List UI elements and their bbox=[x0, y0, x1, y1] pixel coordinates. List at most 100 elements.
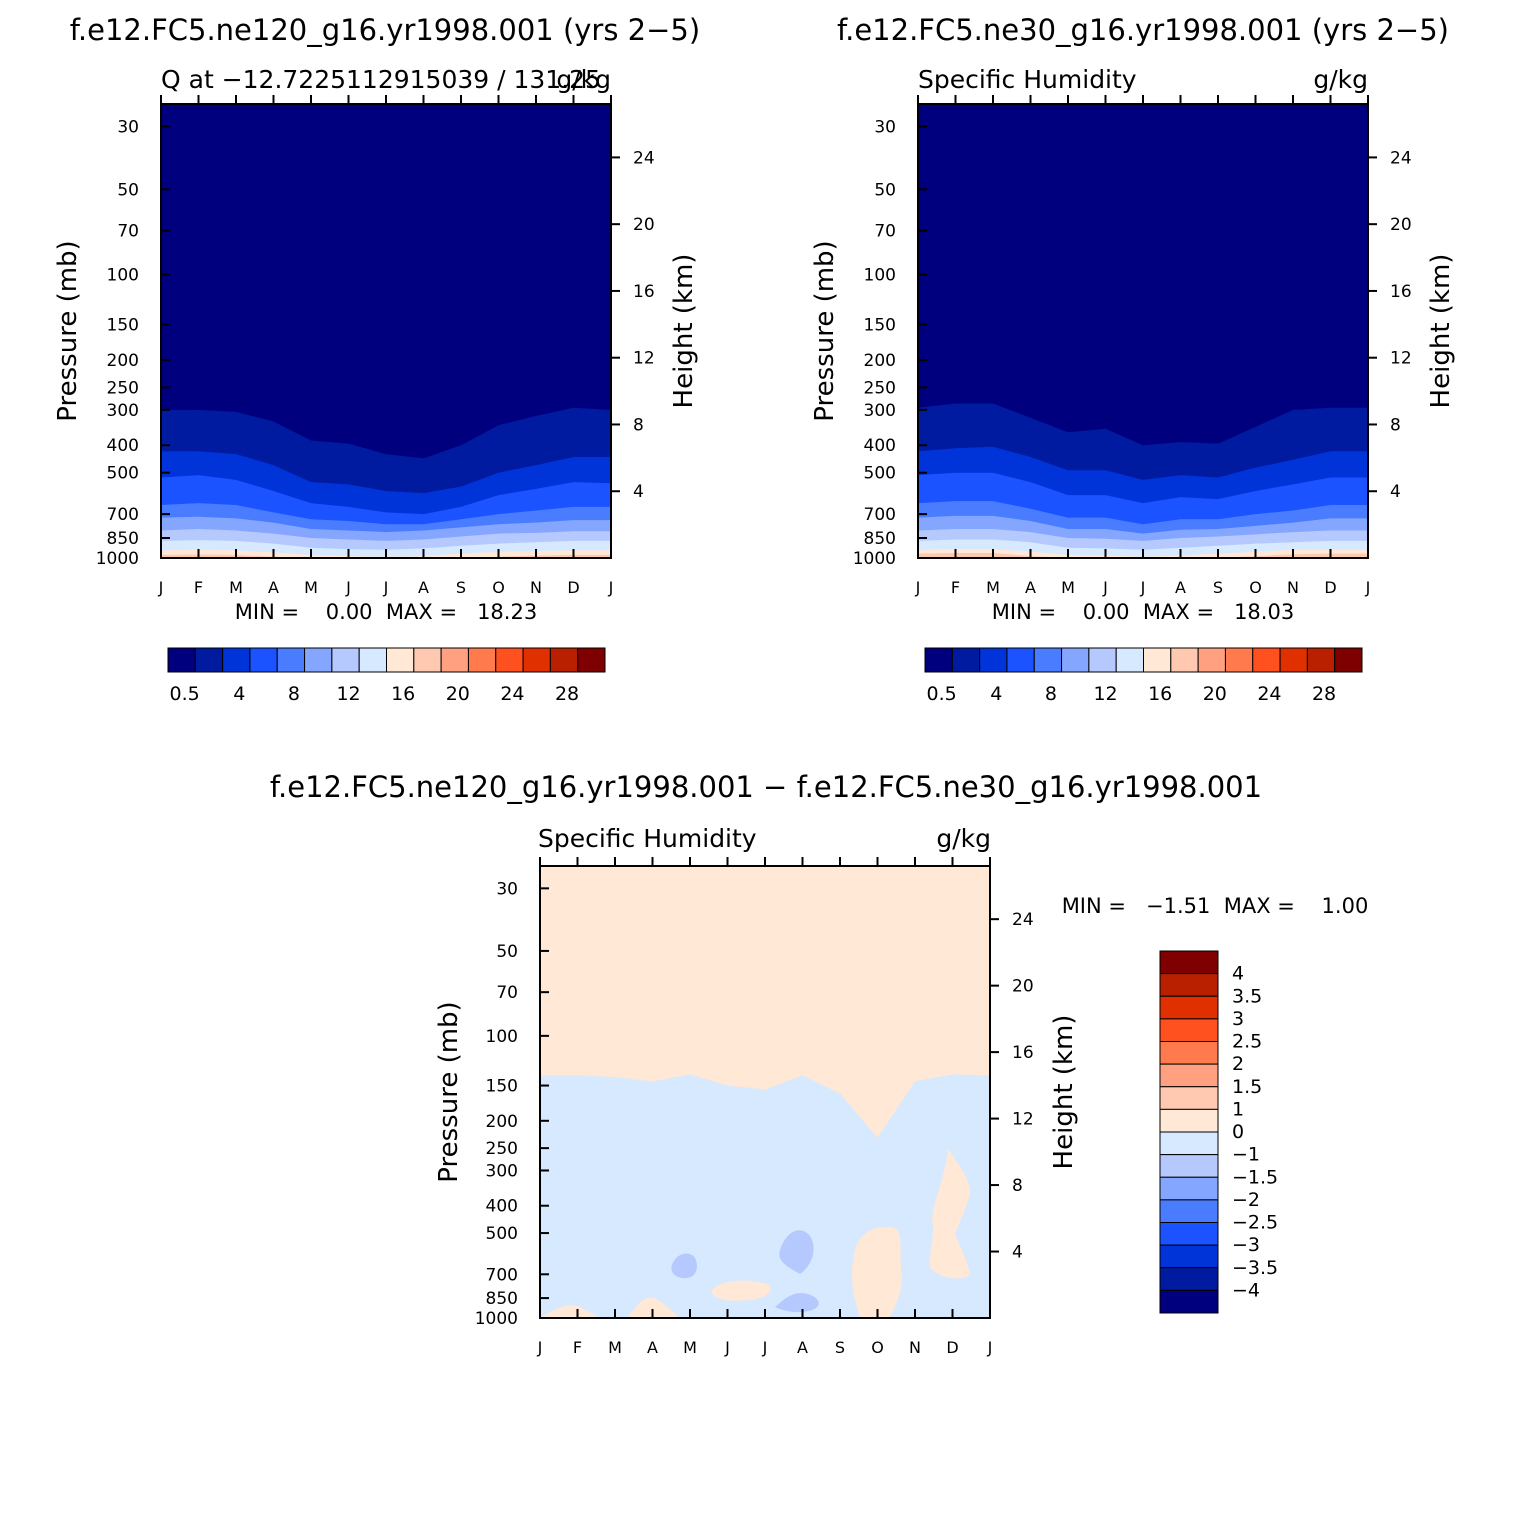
diff-colorbar-swatch bbox=[1159, 1267, 1219, 1291]
diff-x-tick-label: A bbox=[797, 1338, 808, 1357]
left-y2-tick-label: 8 bbox=[633, 415, 644, 435]
left-colorbar-swatch bbox=[331, 647, 360, 673]
diff-y-tick-label: 250 bbox=[486, 1139, 518, 1159]
left-colorbar-swatch bbox=[194, 647, 224, 673]
diff-y2-tick-label: 24 bbox=[1012, 910, 1034, 930]
right-panel-subtitle-right: g/kg bbox=[1313, 65, 1368, 94]
diff-blob-positive-jun bbox=[711, 1280, 771, 1301]
right-y-tick-label: 30 bbox=[874, 117, 896, 137]
right-y-tick-label: 100 bbox=[864, 266, 896, 286]
right-stats: MIN = 0.00 MAX = 18.03 bbox=[992, 600, 1294, 624]
diff-colorbar-swatch bbox=[1159, 1108, 1219, 1133]
diff-colorbar-label: −2.5 bbox=[1232, 1212, 1278, 1234]
diff-colorbar-label: −2 bbox=[1232, 1189, 1260, 1211]
diff-y-tick-label: 150 bbox=[486, 1077, 518, 1097]
diff-colorbar-label: 2 bbox=[1232, 1053, 1244, 1075]
right-x-tick-label: D bbox=[1324, 578, 1336, 597]
left-x-tick-label: J bbox=[345, 578, 351, 597]
right-y-tick-label: 500 bbox=[864, 464, 896, 484]
diff-y2-tick-label: 4 bbox=[1012, 1243, 1023, 1263]
diff-colorbar-swatch bbox=[1159, 1176, 1219, 1201]
left-colorbar-swatch bbox=[495, 647, 524, 673]
diff-panel-subtitle-right: g/kg bbox=[936, 824, 991, 853]
left-y-tick-label: 700 bbox=[107, 505, 139, 525]
right-colorbar-swatch bbox=[1224, 647, 1254, 673]
left-panel-subtitle-left: Q at −12.7225112915039 / 131.25 bbox=[161, 65, 601, 94]
right-x-tick-label: A bbox=[1025, 578, 1036, 597]
left-y-tick-label: 250 bbox=[107, 378, 139, 398]
diff-colorbar-label: 2.5 bbox=[1232, 1031, 1262, 1053]
left-x-tick-label: M bbox=[229, 578, 243, 597]
right-colorbar-swatch bbox=[1061, 647, 1090, 673]
left-colorbar-swatch bbox=[276, 647, 306, 673]
left-colorbar-swatch bbox=[222, 647, 251, 673]
diff-ylabel: Pressure (mb) bbox=[434, 1001, 464, 1182]
left-y-tick-label: 400 bbox=[107, 436, 139, 456]
right-y-tick-label: 250 bbox=[864, 378, 896, 398]
diff-colorbar-label: −3 bbox=[1232, 1234, 1260, 1256]
left-colorbar-swatch bbox=[440, 647, 469, 673]
right-x-tick-label: S bbox=[1213, 578, 1223, 597]
diff-panel-title: f.e12.FC5.ne120_g16.yr1998.001 − f.e12.F… bbox=[270, 770, 1262, 804]
left-colorbar-swatch bbox=[167, 647, 196, 673]
right-ylabel: Pressure (mb) bbox=[810, 240, 840, 421]
left-colorbar-swatch bbox=[577, 647, 606, 673]
diff-x-tick-label: S bbox=[835, 1338, 845, 1357]
left-x-tick-label: O bbox=[492, 578, 505, 597]
diff-blob-positive-surface-apr bbox=[628, 1297, 680, 1318]
right-y2-tick-label: 16 bbox=[1390, 282, 1412, 302]
left-ylabel: Pressure (mb) bbox=[53, 240, 83, 421]
left-stats: MIN = 0.00 MAX = 18.23 bbox=[235, 600, 537, 624]
diff-y2-tick-label: 8 bbox=[1012, 1176, 1023, 1196]
diff-colorbar-label: −4 bbox=[1232, 1279, 1260, 1301]
right-colorbar-swatch bbox=[1115, 647, 1144, 673]
diff-y-tick-label: 400 bbox=[486, 1197, 518, 1217]
right-colorbar: 0.5 4 8 12 16 20 24 28 bbox=[924, 647, 1363, 705]
left-plot: J F M A M J J A S O N D J 30 50 70 100 150 200 250 300 400 500… bbox=[96, 95, 655, 597]
diff-colorbar-label: −1 bbox=[1232, 1144, 1260, 1166]
left-panel-subtitle-right: g/kg bbox=[556, 65, 611, 94]
right-colorbar-label: 16 bbox=[1148, 683, 1172, 705]
left-y2-tick-label: 12 bbox=[633, 349, 655, 369]
diff-x-tick-label: F bbox=[573, 1338, 582, 1357]
right-colorbar-swatch bbox=[1088, 647, 1117, 673]
left-x-tick-label: A bbox=[268, 578, 279, 597]
right-y-tick-label: 850 bbox=[864, 529, 896, 549]
left-y-tick-label: 1000 bbox=[96, 549, 139, 569]
diff-colorbar-swatch bbox=[1159, 1018, 1219, 1042]
right-panel-title: f.e12.FC5.ne30_g16.yr1998.001 (yrs 2−5) bbox=[837, 13, 1449, 47]
left-x-tick-label: S bbox=[456, 578, 466, 597]
left-x-tick-label: J bbox=[383, 578, 389, 597]
diff-colorbar-label: 1.5 bbox=[1232, 1076, 1262, 1098]
left-colorbar-swatch bbox=[467, 647, 497, 673]
left-colorbar-swatch bbox=[522, 647, 551, 673]
right-plot: J F M A M J J A S O N D J 30 50 70 100 150 200 250 300 400 500… bbox=[853, 95, 1412, 597]
diff-y-tick-label: 500 bbox=[486, 1224, 518, 1244]
diff-colorbar-swatch bbox=[1159, 1222, 1219, 1246]
right-ylabel-right: Height (km) bbox=[1426, 254, 1456, 409]
right-x-tick-label: O bbox=[1249, 578, 1262, 597]
left-y-tick-label: 50 bbox=[117, 180, 139, 200]
diff-blob-negative-may bbox=[671, 1253, 697, 1279]
right-x-tick-label: J bbox=[1102, 578, 1108, 597]
left-y2-tick-label: 24 bbox=[633, 148, 655, 168]
diff-y-tick-label: 700 bbox=[486, 1265, 518, 1285]
diff-contour-fills bbox=[540, 866, 990, 1138]
right-x-tick-label: M bbox=[1061, 578, 1075, 597]
diff-x-tick-label: J bbox=[537, 1338, 543, 1357]
right-colorbar-label: 24 bbox=[1257, 683, 1281, 705]
diff-y-tick-label: 30 bbox=[496, 879, 518, 899]
right-colorbar-label: 4 bbox=[990, 683, 1002, 705]
right-y-tick-label: 70 bbox=[874, 222, 896, 242]
left-colorbar-label: 20 bbox=[446, 683, 470, 705]
diff-colorbar-label: −3.5 bbox=[1232, 1257, 1278, 1279]
diff-colorbar-swatch bbox=[1159, 950, 1219, 975]
diff-colorbar-label: 3 bbox=[1232, 1008, 1244, 1030]
right-colorbar-swatch bbox=[1143, 647, 1172, 673]
diff-colorbar-label: 1 bbox=[1232, 1098, 1244, 1120]
right-y2-tick-label: 24 bbox=[1390, 148, 1412, 168]
right-x-tick-label: N bbox=[1287, 578, 1299, 597]
right-contour-fills bbox=[918, 403, 1368, 558]
diff-y2-tick-label: 16 bbox=[1012, 1043, 1034, 1063]
left-x-tick-label: M bbox=[304, 578, 318, 597]
